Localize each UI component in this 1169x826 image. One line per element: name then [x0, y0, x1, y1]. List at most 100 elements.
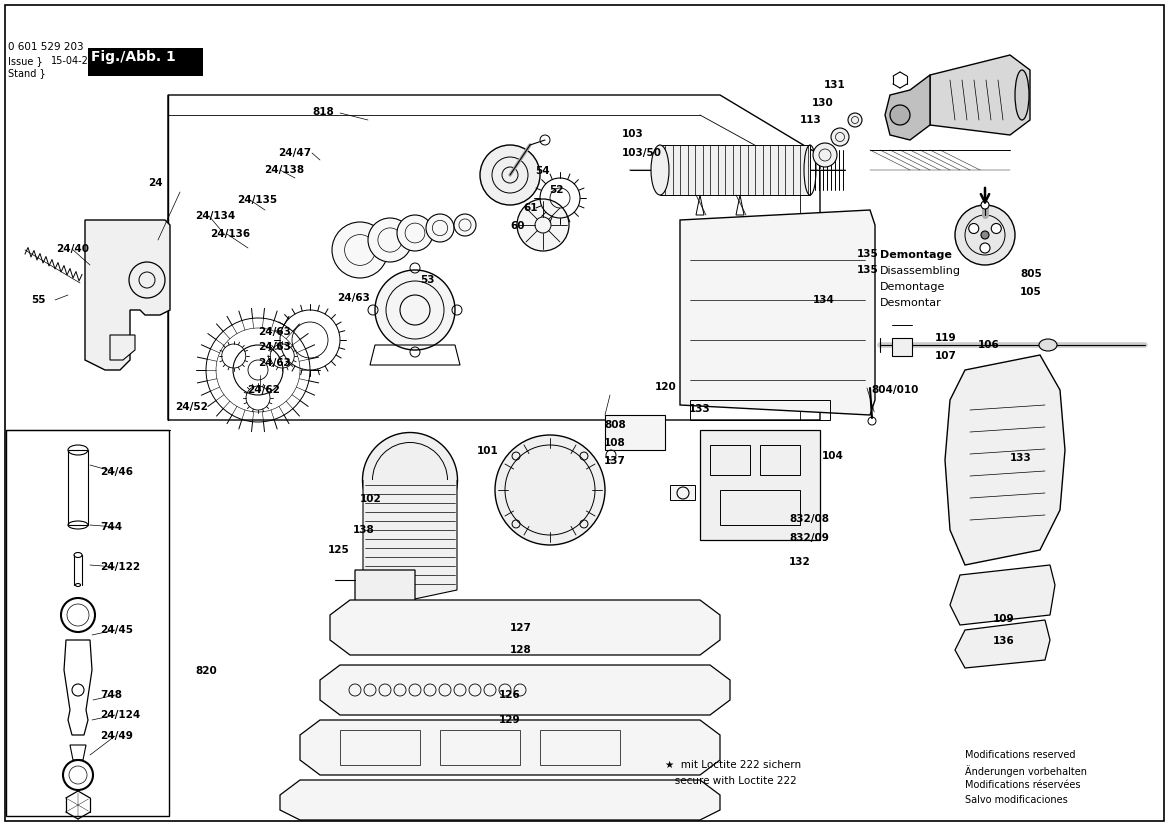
Text: Modifications réservées: Modifications réservées — [964, 780, 1080, 790]
Circle shape — [368, 218, 411, 262]
Text: 0 601 529 203: 0 601 529 203 — [8, 42, 84, 52]
Text: 101: 101 — [477, 446, 499, 456]
Polygon shape — [945, 355, 1065, 565]
Text: Modifications reserved: Modifications reserved — [964, 750, 1075, 760]
Text: 113: 113 — [800, 115, 822, 125]
Text: 24/138: 24/138 — [264, 165, 304, 175]
Text: 804/010: 804/010 — [871, 385, 919, 395]
Text: 24/49: 24/49 — [101, 731, 133, 741]
Text: 106: 106 — [978, 340, 999, 350]
Text: 104: 104 — [822, 451, 844, 461]
Text: 105: 105 — [1021, 287, 1042, 297]
Text: 125: 125 — [328, 545, 350, 555]
Text: 135: 135 — [857, 249, 879, 259]
Text: Issue }: Issue } — [8, 56, 43, 66]
Text: 820: 820 — [195, 666, 216, 676]
Circle shape — [848, 113, 862, 127]
Text: 24/62: 24/62 — [247, 385, 279, 395]
Text: Salvo modificaciones: Salvo modificaciones — [964, 795, 1067, 805]
Text: 138: 138 — [353, 525, 375, 535]
Text: 24: 24 — [148, 178, 162, 188]
Circle shape — [890, 105, 909, 125]
Text: Desmontar: Desmontar — [880, 298, 942, 308]
Text: Änderungen vorbehalten: Änderungen vorbehalten — [964, 765, 1087, 777]
Text: Disassembling: Disassembling — [880, 266, 961, 276]
Text: 53: 53 — [420, 275, 435, 285]
Circle shape — [955, 205, 1015, 265]
Polygon shape — [85, 220, 170, 370]
Bar — [760, 445, 800, 475]
Ellipse shape — [494, 435, 606, 545]
Bar — [892, 338, 912, 356]
Bar — [690, 400, 830, 420]
Polygon shape — [660, 145, 810, 195]
Text: 61: 61 — [523, 203, 538, 213]
Text: 133: 133 — [1010, 453, 1032, 463]
Polygon shape — [281, 780, 720, 820]
Circle shape — [991, 224, 1002, 234]
Text: ★  mit Loctite 222 sichern: ★ mit Loctite 222 sichern — [665, 760, 801, 770]
Bar — [720, 490, 800, 525]
Circle shape — [426, 214, 454, 242]
Polygon shape — [355, 570, 415, 625]
Text: 24/134: 24/134 — [195, 211, 235, 221]
Text: 135: 135 — [857, 265, 879, 275]
Text: 103: 103 — [622, 129, 644, 139]
Circle shape — [332, 222, 388, 278]
Text: Stand }: Stand } — [8, 68, 46, 78]
Bar — [340, 730, 420, 765]
Text: Demontage: Demontage — [880, 282, 946, 292]
Text: 129: 129 — [499, 715, 520, 725]
Polygon shape — [950, 565, 1054, 625]
Text: 130: 130 — [812, 98, 833, 108]
Circle shape — [969, 224, 978, 234]
Text: 818: 818 — [312, 107, 334, 117]
Text: 60: 60 — [510, 221, 525, 231]
Text: 24/135: 24/135 — [237, 195, 277, 205]
Text: 103/50: 103/50 — [622, 148, 662, 158]
Text: 24/122: 24/122 — [101, 562, 140, 572]
Text: 128: 128 — [510, 645, 532, 655]
Circle shape — [397, 215, 433, 251]
Text: 52: 52 — [549, 185, 563, 195]
Polygon shape — [885, 75, 931, 140]
Text: 120: 120 — [655, 382, 677, 392]
Circle shape — [980, 243, 990, 253]
Text: 805: 805 — [1021, 269, 1042, 279]
Bar — [88, 48, 203, 76]
Text: 24/46: 24/46 — [101, 467, 133, 477]
Bar — [540, 730, 620, 765]
Text: 136: 136 — [992, 636, 1015, 646]
Polygon shape — [364, 480, 457, 600]
Text: Demontage: Demontage — [880, 250, 952, 260]
Text: 132: 132 — [789, 557, 811, 567]
Polygon shape — [955, 620, 1050, 668]
Polygon shape — [931, 55, 1030, 135]
Text: 119: 119 — [935, 333, 956, 343]
Text: 832/09: 832/09 — [789, 533, 829, 543]
Circle shape — [831, 128, 849, 146]
Circle shape — [981, 201, 989, 209]
Text: 126: 126 — [499, 690, 520, 700]
Text: 748: 748 — [101, 690, 122, 700]
Text: 133: 133 — [689, 404, 711, 414]
Ellipse shape — [375, 270, 455, 350]
Ellipse shape — [651, 145, 669, 195]
Polygon shape — [680, 210, 876, 415]
Text: secure with Loctite 222: secure with Loctite 222 — [665, 776, 797, 786]
Text: 24/45: 24/45 — [101, 625, 133, 635]
Bar — [6, 430, 170, 816]
Circle shape — [981, 231, 989, 239]
Text: 24/63: 24/63 — [258, 327, 291, 337]
Circle shape — [517, 199, 569, 251]
Text: 832/08: 832/08 — [789, 514, 829, 524]
Polygon shape — [110, 335, 134, 360]
Text: 137: 137 — [604, 456, 625, 466]
Text: 24/40: 24/40 — [56, 244, 89, 254]
Polygon shape — [330, 600, 720, 655]
Ellipse shape — [362, 433, 457, 528]
Text: 107: 107 — [935, 351, 957, 361]
Text: 24/63: 24/63 — [337, 293, 369, 303]
Text: 108: 108 — [604, 438, 625, 448]
Text: 808: 808 — [604, 420, 625, 430]
